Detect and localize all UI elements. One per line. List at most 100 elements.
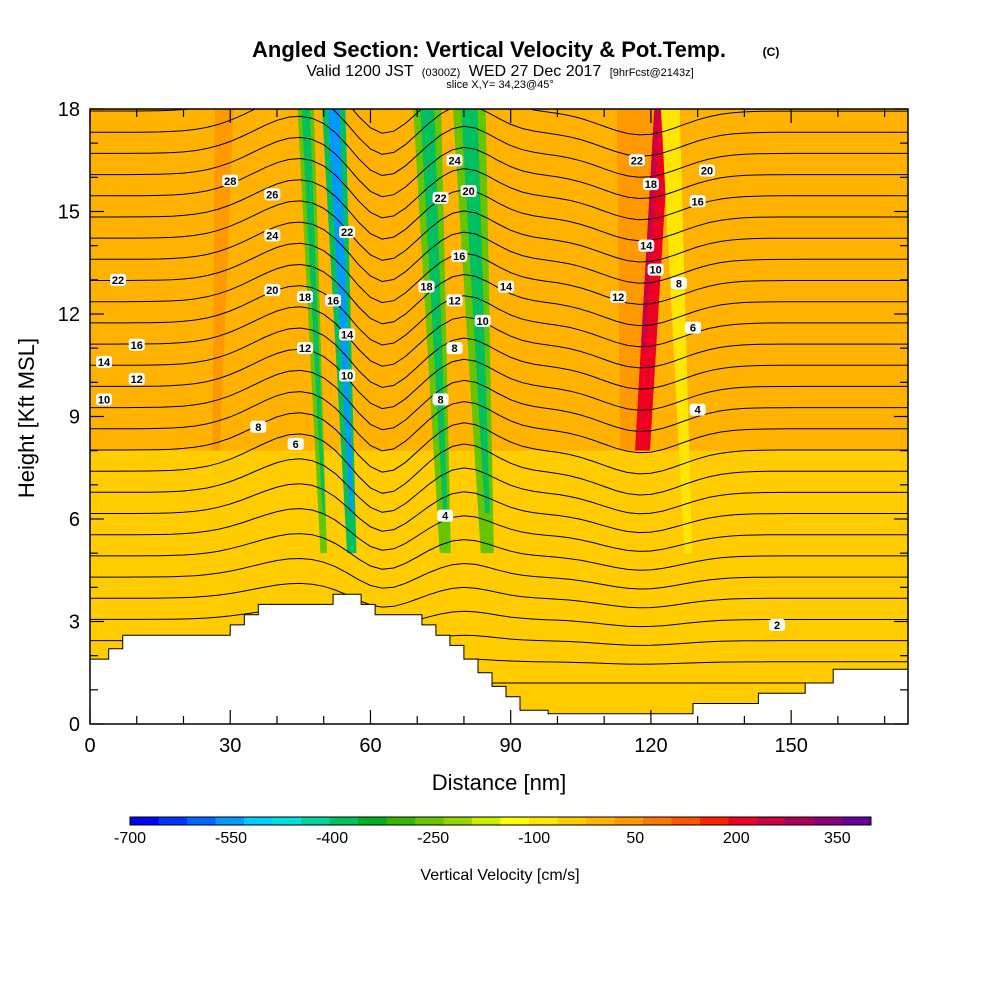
contour-label-text: 4 [442,511,449,523]
velocity-band [616,109,655,451]
y-tick-label: 6 [69,509,80,531]
contour-label: 14 [498,280,515,294]
pot-temp-contour [90,412,908,475]
contour-label-text: 16 [327,295,339,307]
contour-label: 22 [339,226,356,239]
colorbar-tick-label: 50 [626,830,644,847]
contour-label: 20 [264,284,281,297]
pot-temp-contour [90,136,908,200]
contour-label-text: 4 [695,405,702,417]
x-tick-label: 150 [774,735,807,757]
contour-label-text: 22 [112,275,124,287]
contour-label: 16 [325,294,342,307]
contour-label-text: 20 [701,166,713,178]
contour-label-text: 12 [299,343,311,355]
contour-label-text: 18 [645,179,657,191]
contour-label-text: 18 [299,292,311,304]
colorbar-swatch [472,817,501,825]
contour-label-text: 10 [98,394,110,406]
contour-label: 24 [446,154,463,167]
contour-label: 12 [128,372,145,386]
colorbar-swatch [329,817,359,825]
y-tick-label: 9 [69,407,80,429]
contour-label-text: 14 [500,282,513,294]
contour-label-text: 26 [266,189,278,201]
colorbar-swatch [272,817,302,825]
colorbar-tick-label: -250 [417,830,449,847]
contour-label-text: 22 [341,227,353,239]
terrain [90,593,908,724]
pot-temp-contour [90,179,908,242]
contour-label: 14 [96,355,113,369]
pot-temp-contour [90,327,908,390]
contour-label-text: 24 [266,230,279,242]
contour-label: 28 [222,174,239,188]
contour-label-text: 14 [341,330,354,342]
y-tick-label: 15 [58,202,80,224]
pot-temp-contour [90,458,908,515]
y-axis-label: Height [Kft MSL] [14,338,39,498]
colorbar-swatch [728,817,758,825]
x-tick-label: 60 [359,735,381,757]
contour-label-text: 8 [255,422,261,434]
contour-label: 22 [110,273,127,287]
contour-label-text: 22 [631,155,643,167]
pot-temp-contour [90,348,908,411]
contour-label: 16 [689,195,706,208]
y-axis: 0 3 6 9 12 15 18 [58,99,908,736]
pot-temp-contour [90,557,908,590]
contour-label-text: 28 [224,176,236,188]
colorbar-swatch [671,817,701,825]
x-tick-label: 120 [634,735,667,757]
pot-temp-contour [90,483,908,534]
contour-label: 26 [264,188,281,201]
colorbar-tick-label: 350 [824,830,851,847]
pot-temp-contour [90,306,908,369]
contour-label: 8 [432,393,449,406]
contour-label-text: 20 [462,186,474,198]
colorbar-swatch [757,817,786,825]
contour-label: 4 [437,509,454,523]
chart-subtitle: Valid 1200 JST (0300Z) WED 27 Dec 2017 [… [306,63,693,80]
forecast-info: [9hrFcst@2143z] [610,67,694,79]
contour-label-text: 14 [98,357,111,369]
contour-label: 6 [287,437,304,451]
contour-label: 22 [432,191,449,205]
contour-label: 10 [339,369,356,383]
colorbar-swatch [215,817,245,825]
contour-label-text: 10 [477,316,489,328]
contour-label: 18 [642,178,659,191]
colorbar-tick-label: -700 [114,830,146,847]
contour-label: 10 [647,263,664,277]
contour-label-text: 16 [692,196,704,208]
colorbar-tick-label: -100 [518,830,550,847]
pot-temp-contour [90,508,908,552]
contour-label-text: 22 [434,193,446,205]
velocity-band-core [327,109,354,514]
colorbar-swatch [557,817,587,825]
colorbar-tick-label: -550 [215,830,247,847]
colorbar: -700 -550 -400 -250 -100 50 200 350 [114,816,872,847]
y-tick-label: 12 [58,304,80,326]
pot-temp-contour [90,582,908,609]
contour-label: 12 [610,290,627,304]
contour-label: 2 [769,618,786,632]
copyright-mark: (C) [763,45,780,59]
colorbar-frame [129,816,872,826]
contour-label-text: 12 [448,295,460,307]
contour-label: 16 [451,249,468,263]
x-tick-label: 30 [219,735,241,757]
colorbar-swatch [700,817,729,825]
contour-label: 10 [96,393,113,406]
contour-label-text: 8 [438,394,444,406]
pot-temp-contour [90,200,908,263]
contour-label-text: 6 [293,439,299,451]
colorbar-swatch [158,817,188,825]
pot-temp-contours [90,109,908,684]
valid-date: WED 27 Dec 2017 [469,63,602,80]
contour-label: 6 [684,321,701,335]
contour-label: 12 [297,342,314,355]
colorbar-swatch [814,817,843,825]
